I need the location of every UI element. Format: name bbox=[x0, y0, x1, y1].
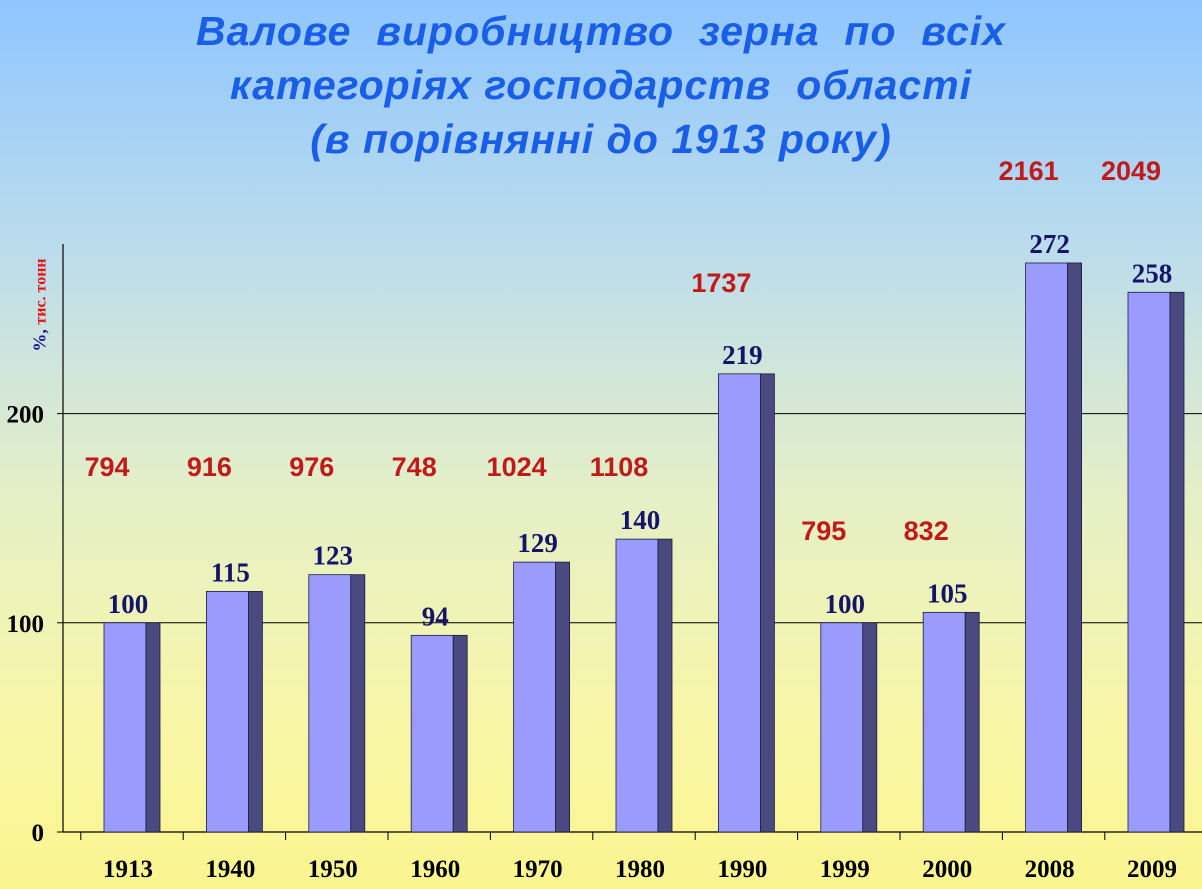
x-tick-label-1999: 1999 bbox=[820, 856, 870, 883]
bar-1913 bbox=[103, 622, 147, 833]
x-tick-label-2009: 2009 bbox=[1127, 856, 1177, 883]
bar-1940 bbox=[205, 591, 249, 833]
tonnes-label-2009: 2049 bbox=[1101, 156, 1161, 186]
x-tick-label-2008: 2008 bbox=[1025, 856, 1075, 883]
tonnes-label-2008: 2161 bbox=[999, 156, 1059, 186]
title-line-3: (в порівнянні до 1913 року) bbox=[310, 116, 892, 162]
value-label-1980: 140 bbox=[620, 505, 661, 535]
bar-side-1960 bbox=[452, 634, 468, 833]
bar-side-2000 bbox=[964, 611, 980, 833]
value-label-2008: 272 bbox=[1029, 229, 1070, 259]
title-line-1: Валове виробництво зерна по всіх bbox=[195, 8, 1007, 54]
bar-2009 bbox=[1127, 291, 1171, 833]
bar-2000 bbox=[922, 611, 966, 833]
chart-title: Валове виробництво зерна по всіх категор… bbox=[0, 4, 1202, 166]
bar-side-2008 bbox=[1067, 262, 1082, 833]
value-label-1940: 115 bbox=[211, 557, 250, 587]
tonnes-label-1913: 794 bbox=[84, 452, 129, 482]
x-tick-label-1980: 1980 bbox=[615, 856, 665, 883]
bar-side-1950 bbox=[350, 574, 366, 833]
tonnes-label-1970: 1024 bbox=[487, 452, 547, 482]
value-label-1950: 123 bbox=[313, 541, 354, 571]
bar-1990 bbox=[718, 373, 761, 833]
x-tick-label-2000: 2000 bbox=[922, 856, 972, 883]
y-tick-label: 100 bbox=[7, 611, 45, 638]
bar-side-1913 bbox=[145, 622, 161, 833]
bar-side-1990 bbox=[760, 373, 775, 833]
tonnes-label-1950: 976 bbox=[289, 452, 334, 482]
value-label-2000: 105 bbox=[927, 578, 968, 608]
value-label-1913: 100 bbox=[108, 589, 149, 619]
tonnes-label-1980: 1108 bbox=[590, 452, 649, 482]
tonnes-label-1999: 795 bbox=[801, 516, 846, 546]
tonnes-label-1960: 748 bbox=[392, 452, 437, 482]
x-tick-label-1960: 1960 bbox=[410, 856, 460, 883]
bar-side-1980 bbox=[657, 538, 673, 833]
tonnes-label-1990: 1737 bbox=[691, 268, 751, 298]
bar-1960 bbox=[410, 634, 454, 833]
y-tick-label: 200 bbox=[7, 402, 45, 429]
y-tick-label: 0 bbox=[32, 820, 45, 847]
x-tick-label-1950: 1950 bbox=[308, 856, 358, 883]
bar-side-2009 bbox=[1169, 291, 1185, 833]
bar-side-1999 bbox=[862, 622, 878, 833]
value-label-1960: 94 bbox=[422, 601, 449, 631]
title-line-2: категоріях господарств області bbox=[229, 62, 973, 108]
bar-1970 bbox=[513, 561, 556, 833]
value-label-1999: 100 bbox=[825, 589, 866, 619]
x-tick-label-1913: 1913 bbox=[103, 856, 153, 883]
x-tick-label-1970: 1970 bbox=[513, 856, 563, 883]
x-tick-label-1990: 1990 bbox=[717, 856, 767, 883]
bar-2008 bbox=[1025, 262, 1068, 833]
bar-1950 bbox=[308, 574, 352, 833]
x-tick-label-1940: 1940 bbox=[205, 856, 255, 883]
value-label-1970: 129 bbox=[517, 528, 558, 558]
tonnes-label-1940: 916 bbox=[187, 452, 232, 482]
bar-side-1940 bbox=[247, 591, 263, 833]
tonnes-label-2000: 832 bbox=[904, 516, 949, 546]
bar-1999 bbox=[820, 622, 864, 833]
value-label-1990: 219 bbox=[722, 340, 763, 370]
value-label-2009: 258 bbox=[1132, 258, 1173, 288]
bar-1980 bbox=[615, 538, 659, 833]
bar-side-1970 bbox=[555, 561, 570, 833]
